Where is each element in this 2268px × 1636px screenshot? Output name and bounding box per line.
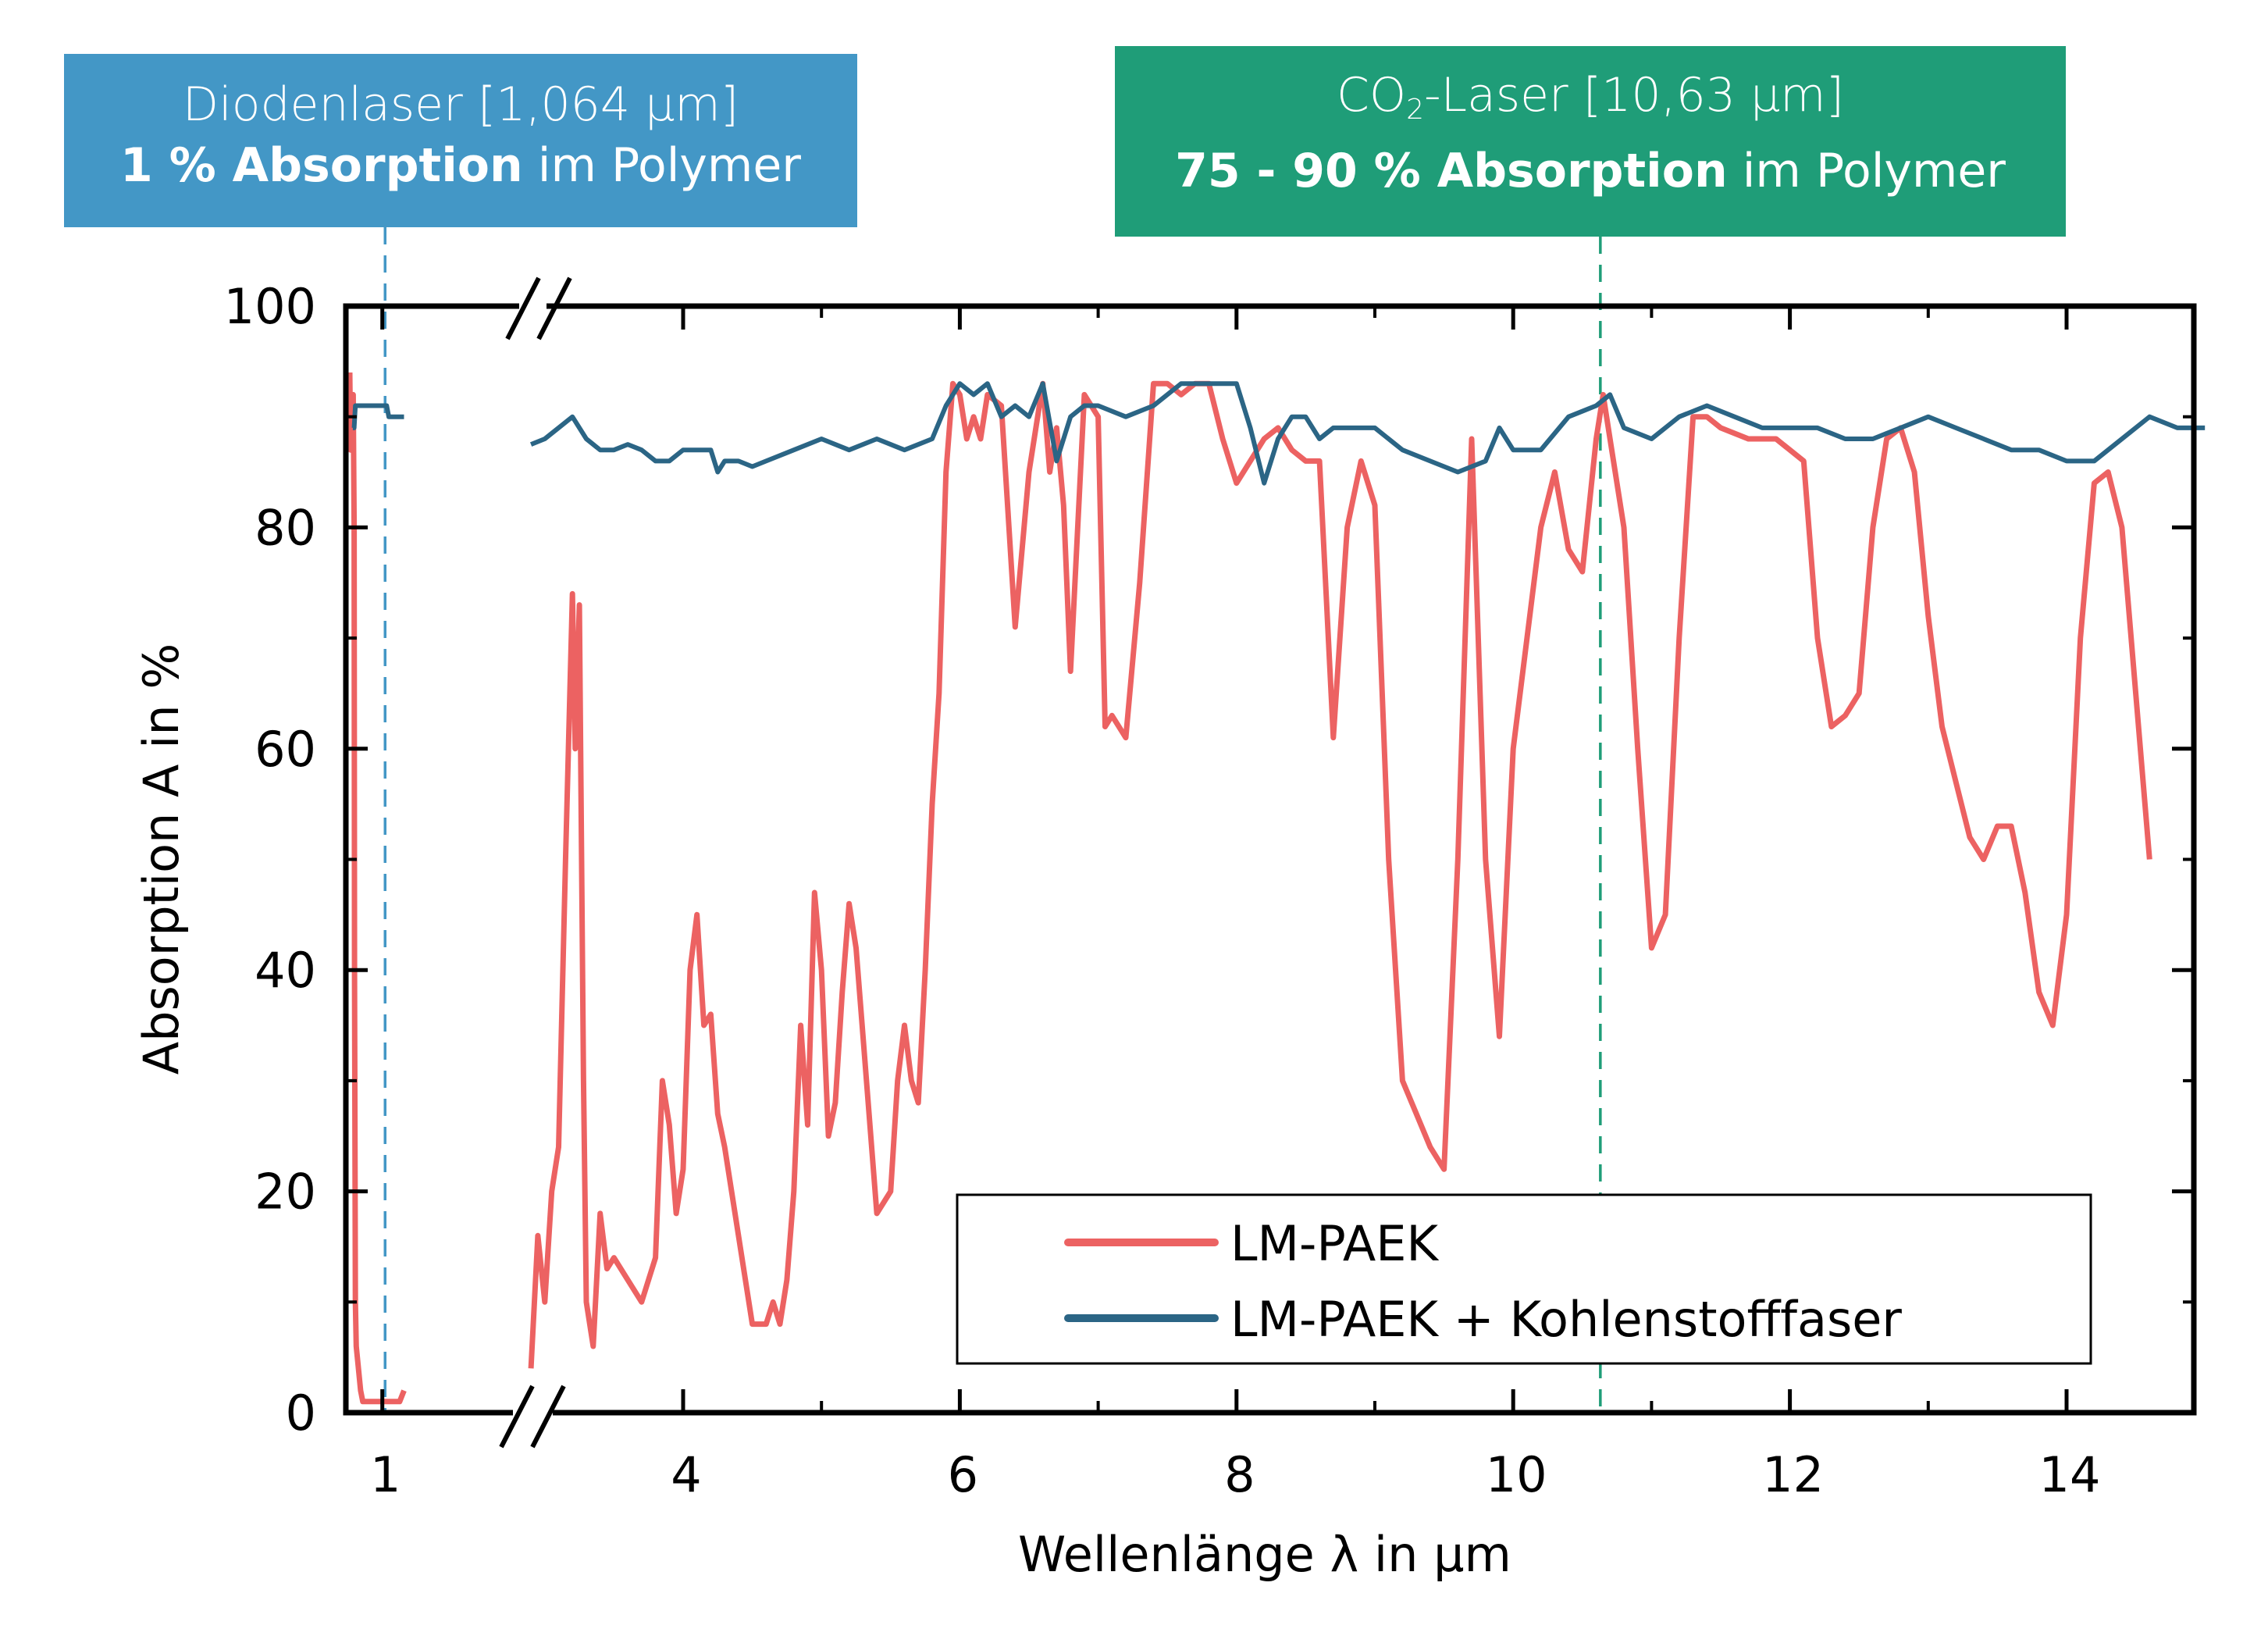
co2-laser-absorption: 75 - 90 % Absorption im Polymer: [1115, 141, 2066, 201]
diode-absorption-suffix: im Polymer: [522, 138, 801, 193]
co2-subscript: 2: [1406, 94, 1424, 126]
co2-title-suffix: -Laser [10,63 µm]: [1423, 68, 1845, 123]
y-tick-label: 80: [255, 499, 316, 556]
break-mark-bottom: [499, 1385, 535, 1449]
axis-break-marks: [499, 276, 572, 1449]
co2-title-prefix: CO: [1336, 68, 1407, 123]
legend-label-lm-paek-cf: LM-PAEK + Kohlenstofffaser: [1230, 1291, 1902, 1348]
x-tick-label: 1: [370, 1446, 401, 1503]
y-tick-label: 0: [286, 1385, 316, 1442]
legend-label-lm-paek: LM-PAEK: [1230, 1215, 1439, 1272]
diode-absorption-value: 1 % Absorption: [120, 138, 523, 193]
diode-laser-title: Diodenlaser [1,064 µm]: [182, 77, 739, 132]
y-tick-label: 40: [255, 942, 316, 999]
y-axis-label: Absorption A in %: [133, 643, 190, 1075]
x-tick-label: 10: [1486, 1446, 1547, 1503]
y-tick-label: 100: [224, 278, 316, 335]
x-tick-label: 14: [2039, 1446, 2101, 1503]
x-tick-label: 8: [1224, 1446, 1255, 1503]
co2-absorption-suffix: im Polymer: [1727, 144, 2006, 198]
diode-laser-annotation: Diodenlaser [1,064 µm] 1 % Absorption im…: [64, 54, 857, 227]
y-tick-label: 60: [255, 721, 316, 778]
series-lm-paek: [528, 380, 2152, 1369]
x-tick-label: 6: [948, 1446, 978, 1503]
x-axis-label: Wellenlänge λ in µm: [1018, 1526, 1511, 1583]
x-tick-label: 4: [671, 1446, 701, 1503]
laser-wavelength-markers: [383, 227, 1602, 1413]
legend-box: [956, 1193, 2092, 1365]
x-tick-label: 12: [1762, 1446, 1824, 1503]
break-mark-top: [536, 276, 572, 340]
diode-laser-absorption: 1 % Absorption im Polymer: [64, 135, 857, 196]
break-mark-top: [505, 276, 541, 340]
legend: LM-PAEK LM-PAEK + Kohlenstofffaser: [956, 1193, 2092, 1365]
co2-laser-annotation: CO2-Laser [10,63 µm] 75 - 90 % Absorptio…: [1115, 46, 2066, 237]
break-mark-bottom: [530, 1385, 566, 1449]
data-series: [347, 372, 2206, 1405]
co2-absorption-value: 75 - 90 % Absorption: [1175, 144, 1728, 198]
y-tick-label: 20: [255, 1164, 316, 1221]
co2-laser-title: CO2-Laser [10,63 µm]: [1115, 65, 2066, 141]
series-lm-paek-cf: [351, 403, 404, 430]
series-lm-paek-cf: [529, 381, 2206, 486]
